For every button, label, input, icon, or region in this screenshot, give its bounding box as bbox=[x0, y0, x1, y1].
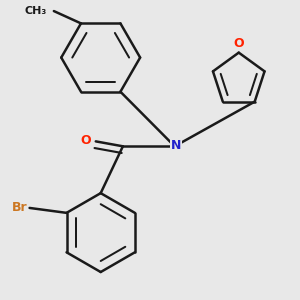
Text: O: O bbox=[80, 134, 91, 147]
Text: O: O bbox=[233, 38, 244, 50]
Text: CH₃: CH₃ bbox=[24, 6, 46, 16]
Text: N: N bbox=[171, 139, 181, 152]
Text: Br: Br bbox=[11, 201, 27, 214]
